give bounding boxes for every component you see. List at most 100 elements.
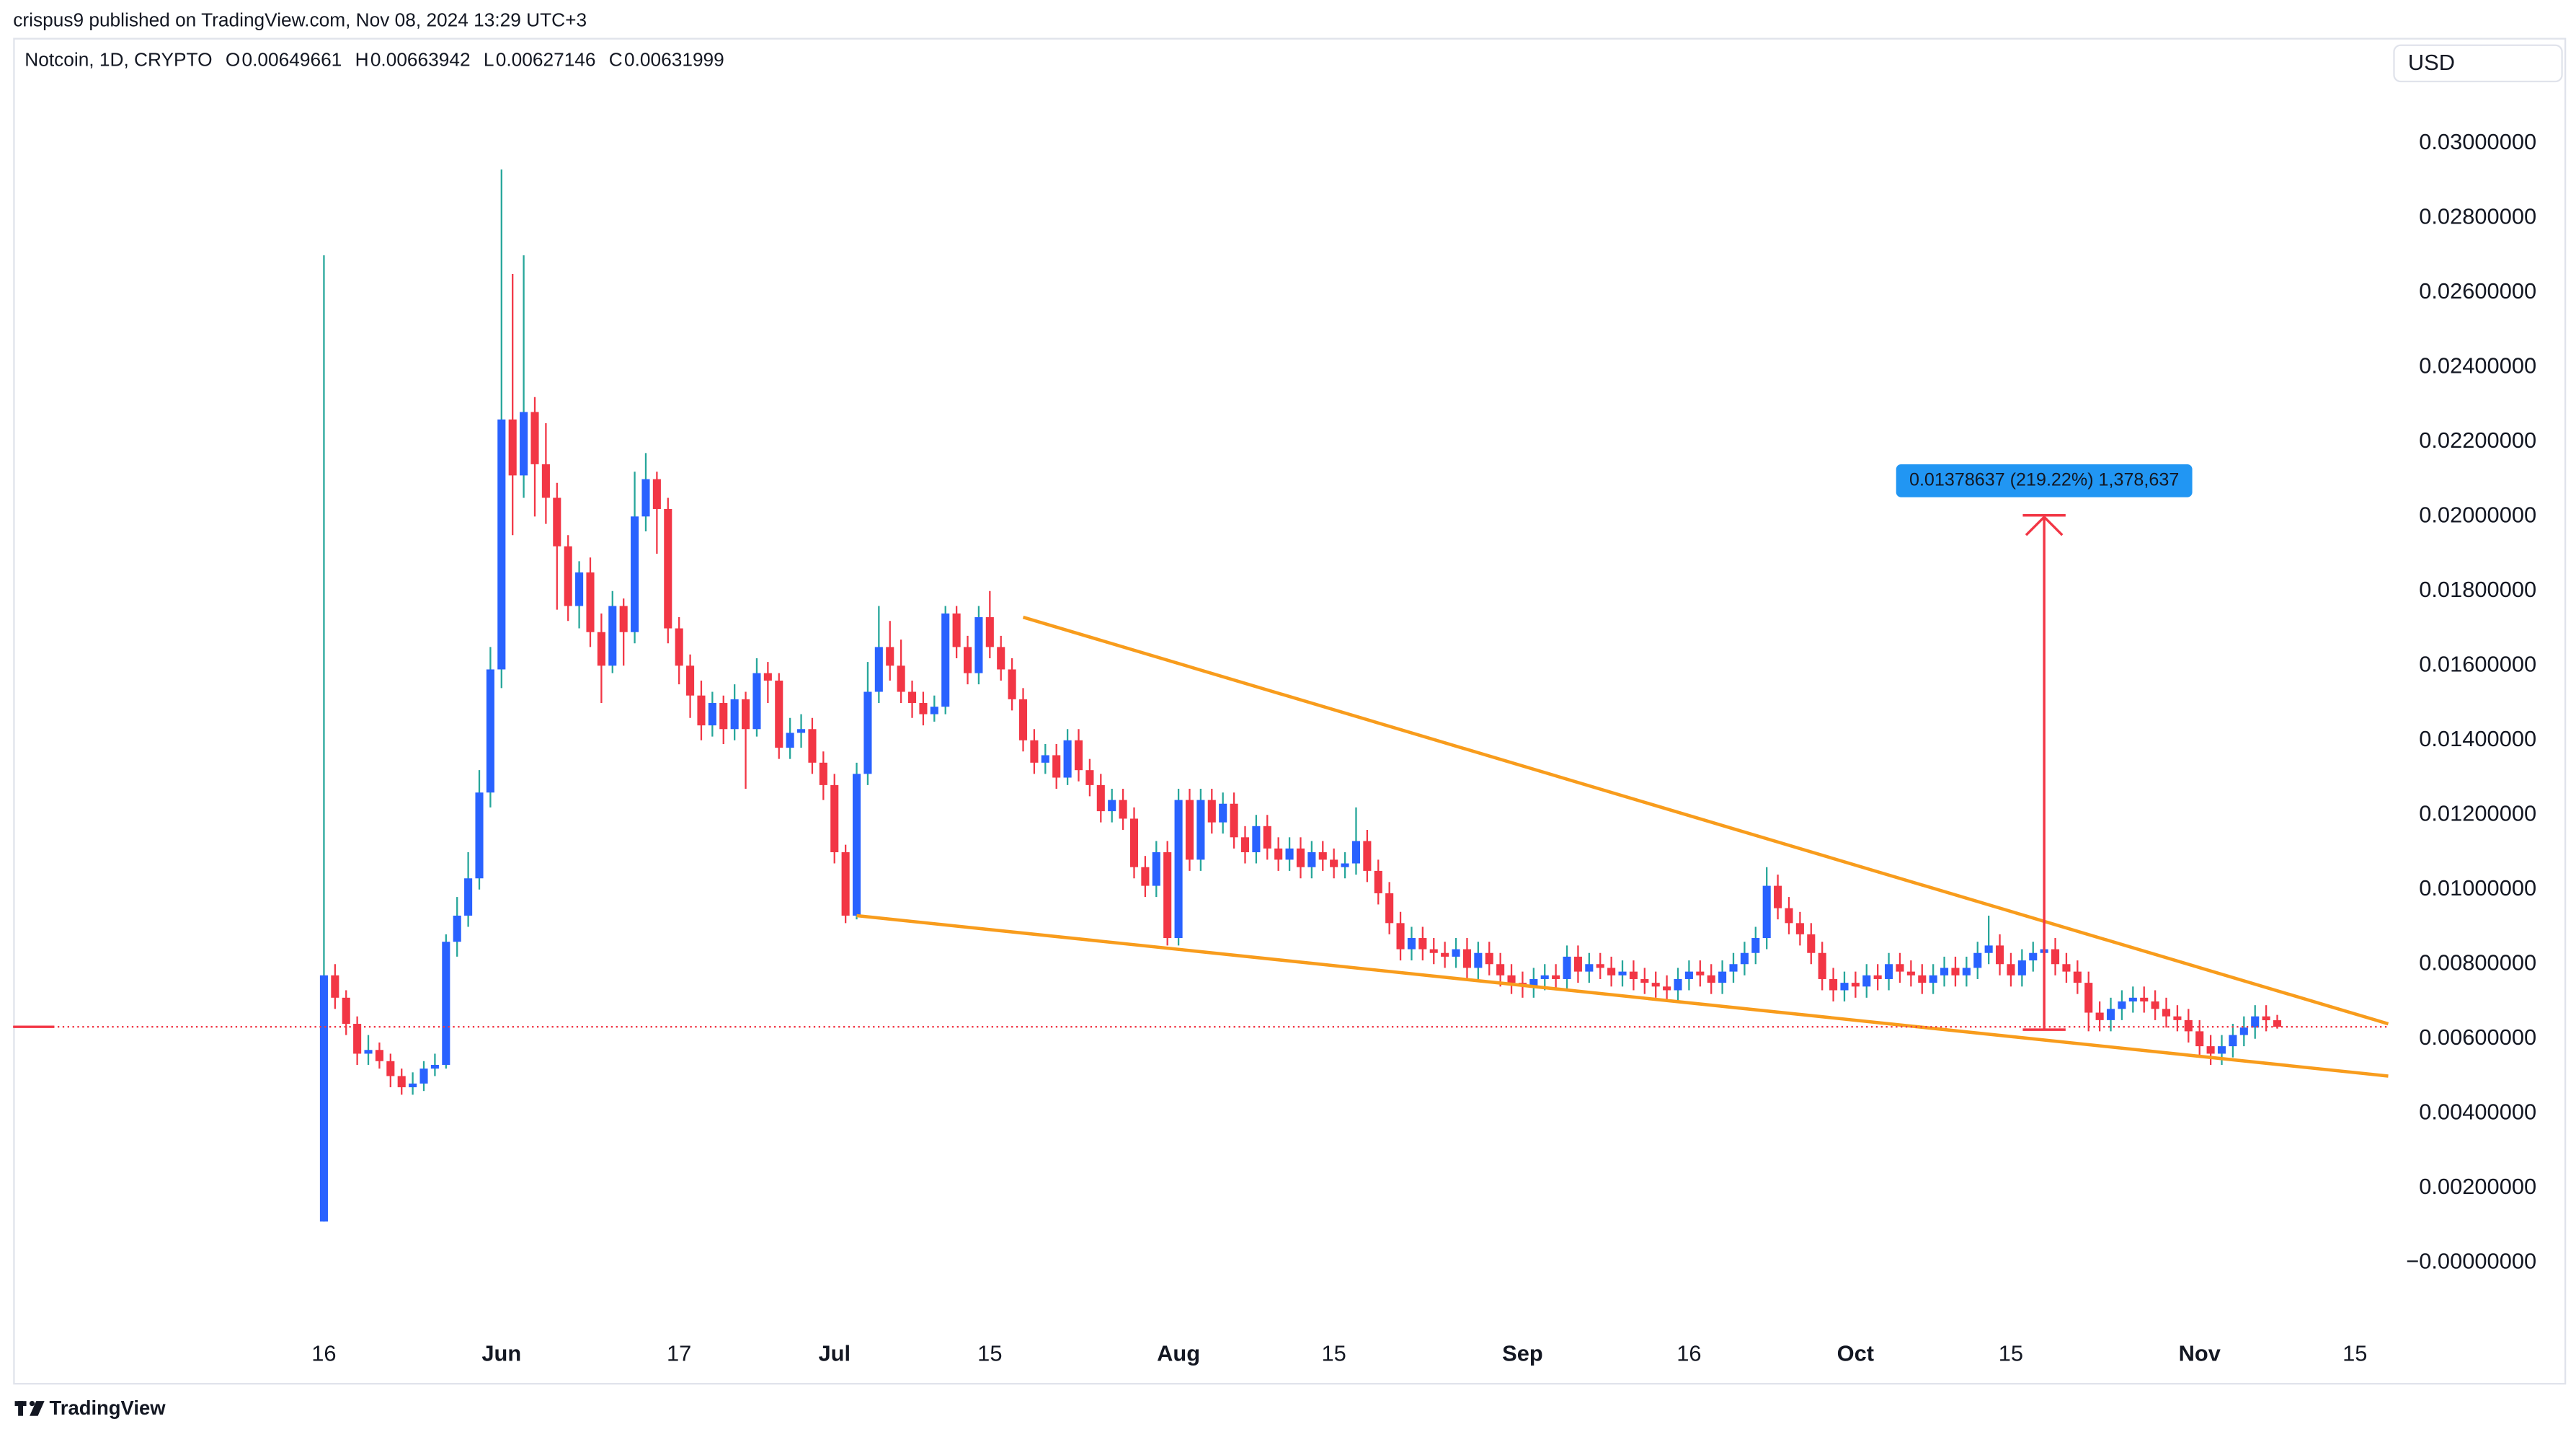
candle-body bbox=[2073, 971, 2082, 983]
candle-body bbox=[1707, 975, 1715, 983]
candle-body bbox=[652, 479, 661, 509]
y-tick-label: 0.01800000 bbox=[2419, 577, 2536, 602]
candle-body bbox=[2195, 1031, 2204, 1047]
candle-body bbox=[719, 703, 728, 730]
legend-label: L bbox=[484, 48, 494, 70]
candle-body bbox=[1529, 978, 1538, 987]
candle-body bbox=[1318, 852, 1327, 860]
measure-arrow bbox=[2025, 515, 2064, 536]
x-tick-label: 15 bbox=[1322, 1340, 1346, 1366]
candle-body bbox=[1363, 841, 1372, 871]
candle-body bbox=[1640, 978, 1649, 983]
chart-frame bbox=[13, 37, 2567, 1385]
candle-body bbox=[1418, 938, 1427, 950]
y-tick-label: 0.00600000 bbox=[2419, 1025, 2536, 1050]
legend-label: O bbox=[226, 48, 240, 70]
candle-body bbox=[1396, 923, 1405, 950]
candle-body bbox=[1174, 800, 1183, 939]
legend-label: C bbox=[609, 48, 623, 70]
candle-body bbox=[1041, 755, 1049, 763]
candle-body bbox=[1873, 975, 1882, 979]
candle-body bbox=[1674, 978, 1682, 991]
candle-body bbox=[2140, 997, 2149, 1001]
candle-body bbox=[1962, 968, 1971, 975]
candle-body bbox=[1196, 800, 1205, 860]
y-tick-label: 0.01400000 bbox=[2419, 726, 2536, 751]
candle-body bbox=[575, 572, 584, 606]
candle-body bbox=[1585, 964, 1594, 972]
candle-body bbox=[1918, 975, 1927, 983]
legend-label: H bbox=[355, 48, 369, 70]
candle-body bbox=[1385, 893, 1394, 924]
y-tick-label: 0.01600000 bbox=[2419, 651, 2536, 676]
x-tick-label: Aug bbox=[1157, 1340, 1200, 1366]
candle-body bbox=[697, 695, 706, 726]
candle-body bbox=[808, 729, 817, 763]
candle-body bbox=[930, 707, 938, 714]
candle-body bbox=[1030, 740, 1039, 763]
candle-body bbox=[786, 733, 794, 748]
measure-label-box bbox=[1896, 464, 2193, 497]
candle-body bbox=[1596, 964, 1604, 968]
candle-body bbox=[1629, 971, 1638, 979]
candle-body bbox=[752, 673, 761, 730]
candle-body bbox=[386, 1061, 395, 1076]
candle-body bbox=[2262, 1016, 2270, 1021]
y-tick-label: 0.02800000 bbox=[2419, 204, 2536, 229]
candle-body bbox=[1729, 964, 1738, 972]
candle-body bbox=[1563, 956, 1571, 979]
candle-body bbox=[1441, 952, 1449, 957]
trend-line bbox=[1022, 615, 2389, 1026]
candle-body bbox=[1840, 983, 1849, 991]
candle-body bbox=[1507, 975, 1516, 983]
y-tick-label: −0.00000000 bbox=[2406, 1248, 2536, 1273]
candle-body bbox=[1552, 975, 1560, 979]
candle-body bbox=[2106, 1009, 2115, 1020]
logo-part bbox=[18, 1401, 23, 1416]
candle-body bbox=[1573, 956, 1582, 972]
y-tick-label: 0.00400000 bbox=[2419, 1099, 2536, 1124]
header: crispus9 published on TradingView.com, N… bbox=[13, 9, 587, 31]
trend-line bbox=[856, 913, 2389, 1078]
candle-body bbox=[1330, 859, 1338, 867]
candle-body bbox=[397, 1076, 406, 1088]
candle-body bbox=[2017, 960, 2026, 975]
candle-body bbox=[1885, 964, 1893, 979]
candle-body bbox=[497, 419, 506, 670]
candle-body bbox=[1141, 867, 1150, 886]
candle-body bbox=[2062, 964, 2071, 972]
candle-body bbox=[1718, 971, 1727, 983]
y-tick-label: 0.02600000 bbox=[2419, 278, 2536, 304]
candle-body bbox=[641, 479, 650, 517]
currency-box[interactable] bbox=[2393, 44, 2563, 83]
candle-body bbox=[342, 997, 350, 1025]
candle-body bbox=[2029, 952, 2038, 961]
candle-body bbox=[475, 792, 484, 879]
currency[interactable]: USD bbox=[2408, 50, 2455, 75]
candle-body bbox=[409, 1083, 417, 1088]
candle-body bbox=[763, 673, 772, 681]
candle-body bbox=[1751, 938, 1760, 953]
candle-body bbox=[2084, 983, 2093, 1013]
y-tick-label: 0.02400000 bbox=[2419, 353, 2536, 378]
y-tick-label: 0.00200000 bbox=[2419, 1174, 2536, 1199]
footer-logo bbox=[14, 1400, 45, 1416]
symbol: Notcoin, 1D, CRYPTO bbox=[25, 48, 212, 70]
candle-body bbox=[2229, 1035, 2237, 1047]
candle-body bbox=[2007, 964, 2015, 975]
candle-body bbox=[1351, 841, 1361, 864]
x-tick-label: Jun bbox=[481, 1340, 521, 1366]
y-tick-label: 0.01200000 bbox=[2419, 800, 2536, 826]
candle-body bbox=[963, 647, 972, 673]
candle-body bbox=[907, 691, 917, 704]
candle-body bbox=[597, 632, 605, 666]
candle-body bbox=[886, 647, 894, 666]
candle-body bbox=[1085, 770, 1094, 785]
candle-body bbox=[985, 617, 994, 647]
candle-body bbox=[586, 572, 595, 632]
candle-body bbox=[375, 1050, 383, 1061]
candle-body bbox=[353, 1024, 362, 1054]
candle-body bbox=[819, 762, 827, 785]
